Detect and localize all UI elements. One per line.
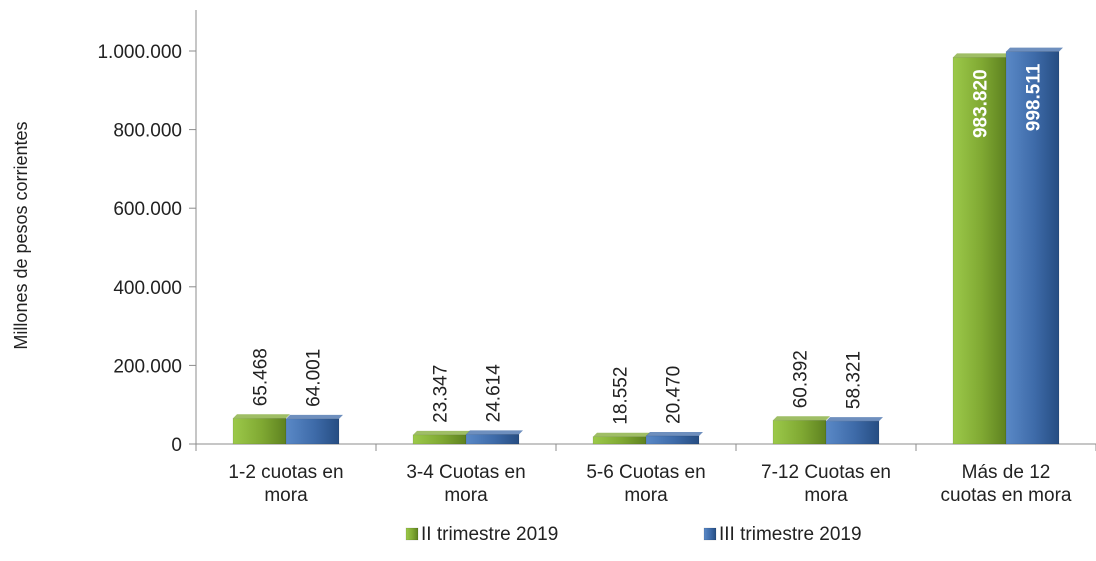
x-tick-label: 7-12 Cuotas en mora [761, 462, 891, 506]
x-tick-label: Más de 12 cuotas en mora [941, 462, 1072, 506]
data-label: 64.001 [304, 349, 325, 407]
legend-label: II trimestre 2019 [421, 524, 558, 545]
bar [1005, 51, 1060, 445]
bar [952, 57, 1007, 445]
bar [465, 434, 520, 445]
bar-top [826, 417, 883, 422]
data-label: 20.470 [664, 366, 685, 424]
bar-top [773, 416, 830, 421]
x-tick-label: 1-2 cuotas en mora [228, 462, 343, 506]
data-label: 58.321 [844, 351, 865, 409]
bar-top [286, 414, 343, 419]
bar [645, 435, 700, 445]
y-tick-label: 1.000.000 [97, 42, 182, 63]
bar [772, 419, 827, 445]
y-tick-label: 0 [171, 435, 182, 456]
bar [825, 420, 880, 445]
y-tick-label: 800.000 [113, 121, 182, 142]
data-label: 998.511 [1024, 63, 1045, 131]
x-tick-label: 3-4 Cuotas en mora [406, 462, 525, 506]
legend-label: III trimestre 2019 [719, 524, 862, 545]
bar [285, 418, 340, 445]
bar-top [466, 430, 523, 435]
bar-top [233, 414, 290, 419]
bar [232, 417, 287, 445]
bar-top [1006, 47, 1063, 52]
data-label: 65.468 [251, 348, 272, 406]
legend-swatch [703, 527, 717, 541]
bar-top [953, 53, 1010, 58]
data-label: 983.820 [971, 69, 992, 138]
data-label: 60.392 [791, 350, 812, 408]
data-label: 23.347 [431, 365, 452, 423]
data-label: 18.552 [611, 367, 632, 425]
bar-top [646, 431, 703, 436]
x-tick-label: 5-6 Cuotas en mora [586, 462, 705, 506]
bar [592, 436, 647, 445]
y-tick-label: 600.000 [113, 199, 182, 220]
y-tick-label: 400.000 [113, 278, 182, 299]
bar [412, 434, 467, 445]
y-tick-label: 200.000 [113, 356, 182, 377]
y-axis-label: Millones de pesos corrientes [11, 121, 31, 349]
bar-top [413, 430, 470, 435]
legend-swatch [405, 527, 419, 541]
data-label: 24.614 [484, 364, 505, 423]
bar-top [593, 432, 650, 437]
